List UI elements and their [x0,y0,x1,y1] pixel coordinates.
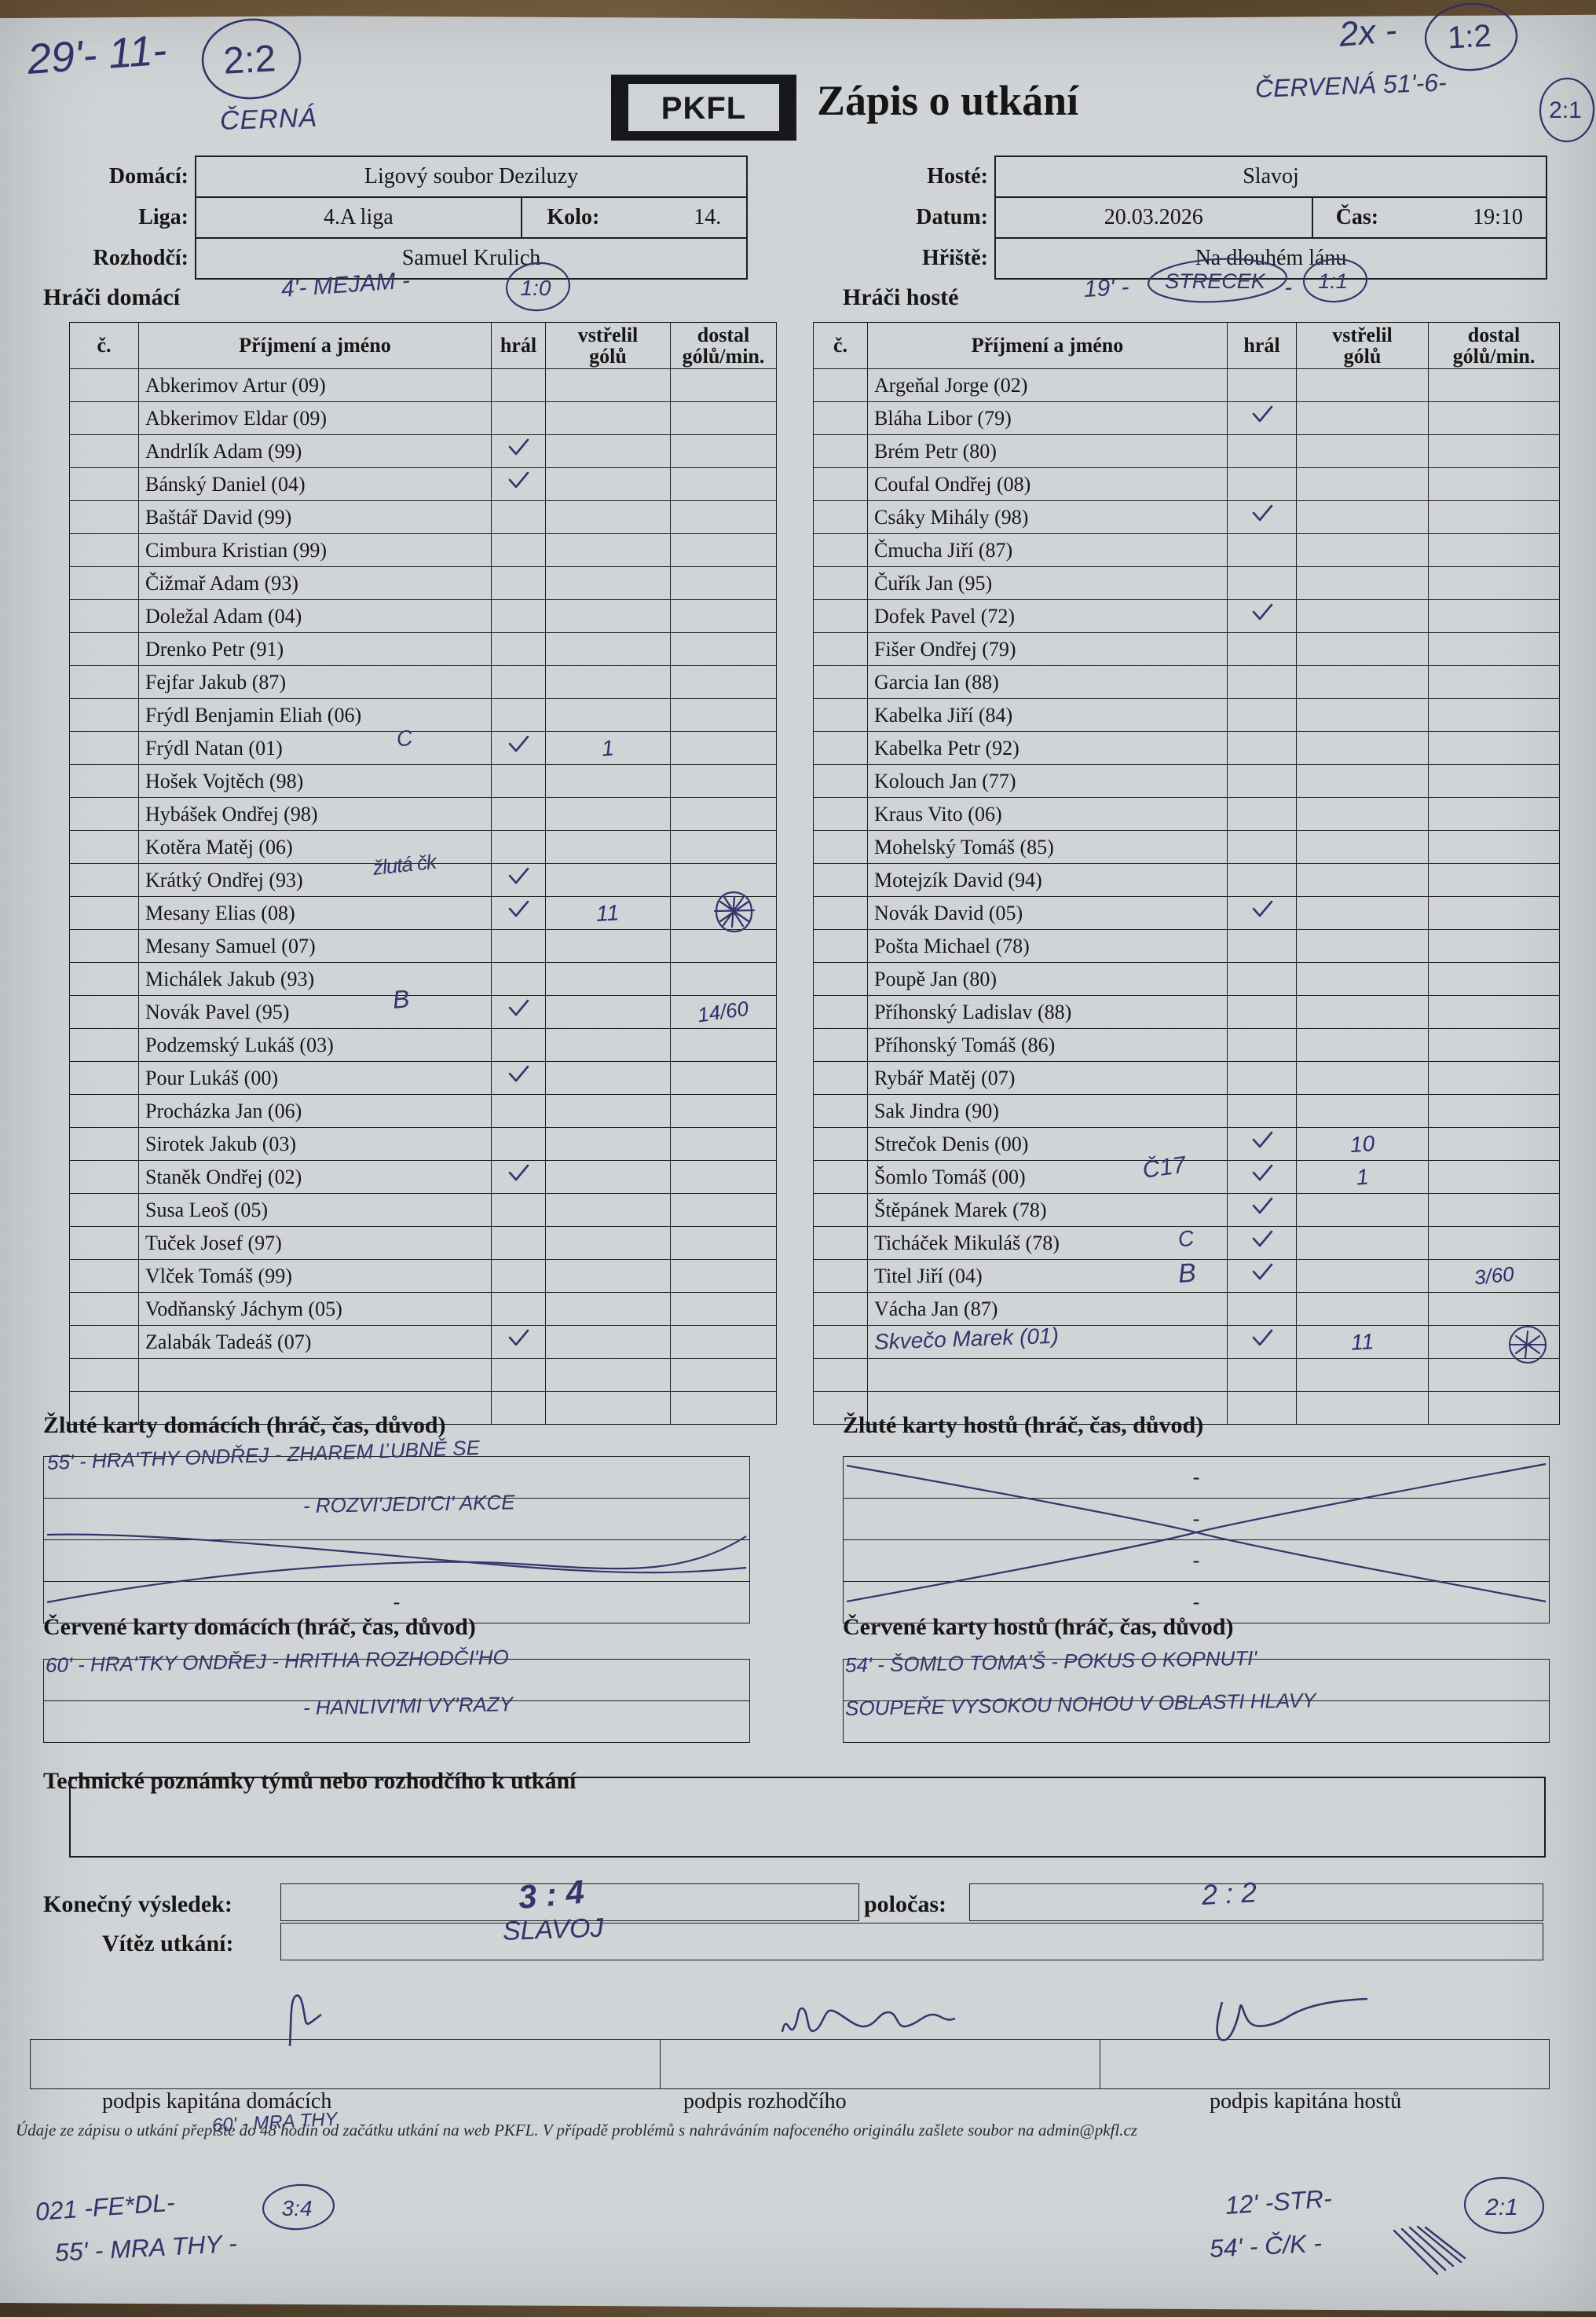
svg-text:STRECEK: STRECEK [1165,269,1266,293]
svg-text:PKFL: PKFL [661,91,746,126]
svg-text:1:0: 1:0 [521,276,551,300]
svg-text:1:2: 1:2 [1447,19,1492,56]
svg-text:3:4: 3:4 [282,2196,313,2220]
svg-text:2:1: 2:1 [1549,97,1582,123]
svg-text:2:1: 2:1 [1484,2194,1518,2220]
svg-text:1:1: 1:1 [1318,269,1348,293]
svg-text:2:2: 2:2 [222,38,276,82]
